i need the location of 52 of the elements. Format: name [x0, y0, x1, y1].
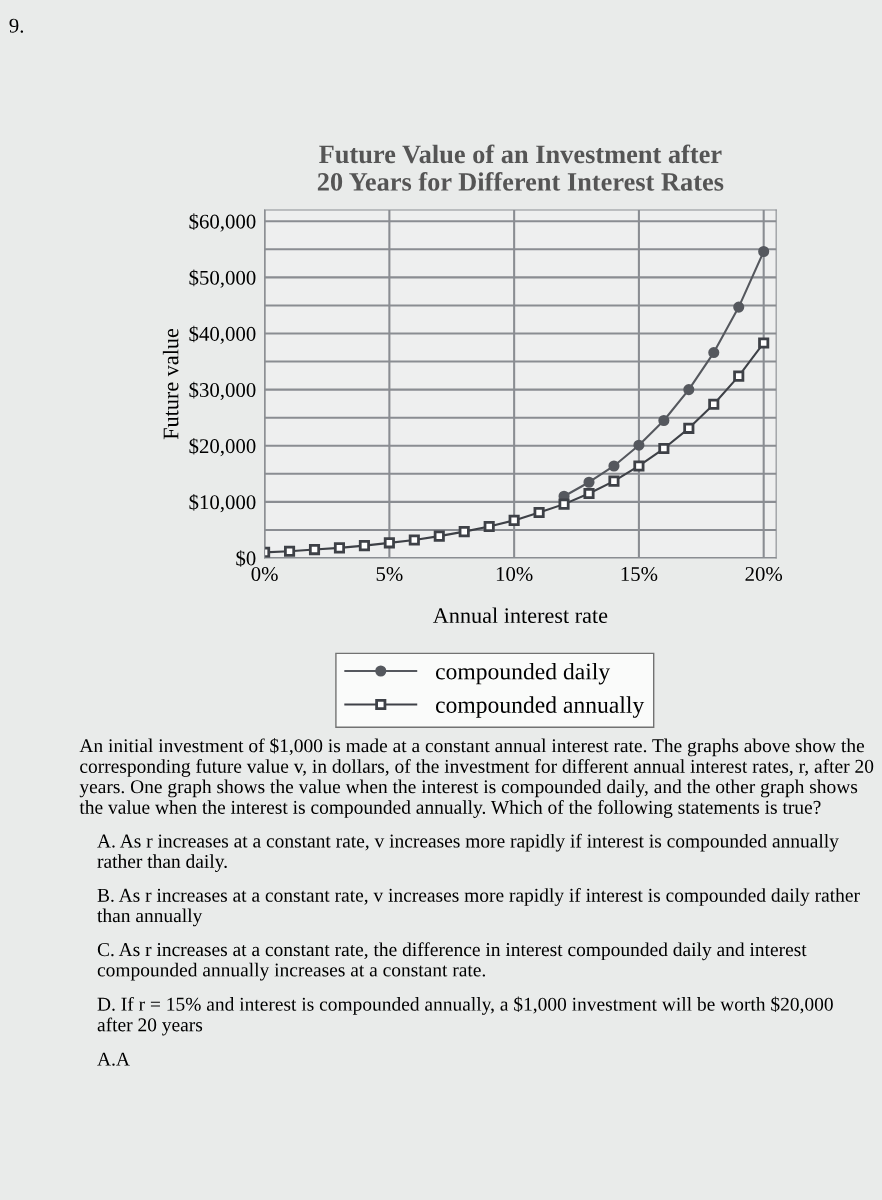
- point: [533, 506, 545, 519]
- point: [758, 337, 770, 349]
- text: An initial investment of $1,000 is made at a constant annual interest rate. The graphs above show the corresponding future value v, in dollars, of the investment for different annual interest rates, r, after 20 years. One graph shows the value when the interest is compounded daily, and the other graph shows the value when the interest is compounded annually. Which of the following statements is true?: [79, 738, 874, 818]
- y-tick-label: $10,000: [189, 494, 256, 513]
- text: D. If r = 15% and interest is compounded annually, a $1,000 investment will be worth $20,000 after 20 years: [97, 996, 833, 1036]
- y-tick-label: $40,000: [189, 325, 256, 344]
- point: [633, 439, 645, 451]
- point: [508, 514, 520, 526]
- point: [733, 301, 745, 313]
- point: [583, 476, 595, 488]
- y-axis-title: Future value: [162, 328, 179, 440]
- point: [733, 370, 745, 382]
- point: [433, 530, 445, 542]
- text: A.A: [97, 1052, 130, 1066]
- point: [708, 398, 720, 410]
- point: [633, 460, 645, 472]
- x-tick-label: 15%: [621, 566, 658, 582]
- text: A. As r increases at a constant rate, v increases more rapidly if interest is compounded annually rather than daily.: [97, 833, 839, 872]
- point: [308, 544, 321, 556]
- point: [758, 245, 770, 258]
- point: [583, 487, 595, 500]
- point: [683, 384, 695, 396]
- legend-label: compounded annually: [435, 696, 645, 718]
- point: [608, 475, 620, 487]
- y-tick-label: $50,000: [189, 269, 256, 288]
- point: [608, 460, 620, 472]
- point: [483, 521, 495, 533]
- point: [708, 347, 720, 359]
- point: [358, 540, 370, 552]
- x-tick-label: 10%: [496, 566, 533, 582]
- text: B. As r increases at a constant rate, v increases more rapidly if interest is compounded daily rather than annually: [97, 887, 860, 927]
- text: 9.: [9, 18, 24, 33]
- y-tick-label: $0: [236, 550, 256, 567]
- point: [458, 526, 470, 538]
- point: [383, 537, 395, 549]
- chart-title: Future Value of an Investment after 20 Years for Different Interest Rates: [317, 144, 724, 191]
- point: [408, 534, 420, 546]
- point: [683, 422, 695, 434]
- x-tick-label: 20%: [745, 566, 783, 582]
- point: [333, 542, 346, 554]
- text: C. As r increases at a constant rate, the difference in interest compounded daily and interest compounded annually increases at a constant rate.: [97, 942, 807, 981]
- point: [658, 442, 670, 455]
- legend-label: compounded daily: [435, 662, 611, 685]
- y-tick-label: $60,000: [189, 213, 256, 232]
- x-tick-label: 0%: [251, 566, 278, 582]
- y-tick-label: $30,000: [189, 381, 256, 401]
- x-axis-title: Annual interest rate: [432, 607, 608, 624]
- point: [284, 545, 296, 557]
- y-tick-label: $20,000: [189, 437, 256, 457]
- x-tick-label: 5%: [376, 566, 403, 582]
- point: [658, 414, 670, 427]
- point: [558, 498, 570, 510]
